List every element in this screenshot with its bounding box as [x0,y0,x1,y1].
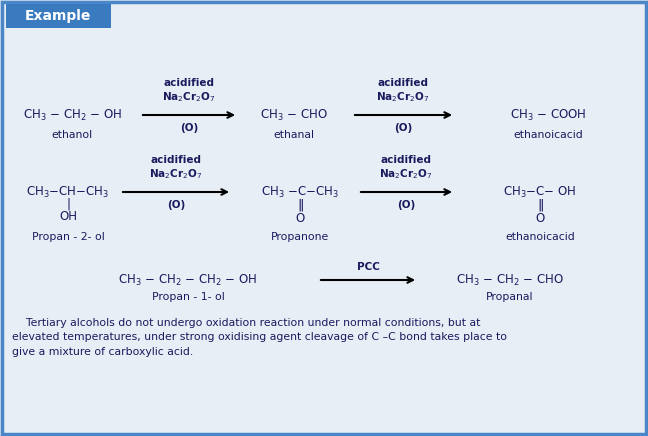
Text: acidified
Na$_2$Cr$_2$O$_7$: acidified Na$_2$Cr$_2$O$_7$ [379,155,433,181]
Text: ethanoicacid: ethanoicacid [505,232,575,242]
Text: acidified
Na$_2$Cr$_2$O$_7$: acidified Na$_2$Cr$_2$O$_7$ [376,78,430,104]
Text: O: O [535,211,544,225]
Text: acidified
Na$_2$Cr$_2$O$_7$: acidified Na$_2$Cr$_2$O$_7$ [149,155,203,181]
Text: Propanone: Propanone [271,232,329,242]
Text: PCC: PCC [356,262,380,272]
Text: CH$_3$ $-$ CH$_2$ $-$ CHO: CH$_3$ $-$ CH$_2$ $-$ CHO [456,272,564,288]
Text: Propan - 2- ol: Propan - 2- ol [32,232,104,242]
Text: Example: Example [25,9,91,23]
Text: CH$_3$ $-$ COOH: CH$_3$ $-$ COOH [510,107,586,123]
Text: ethanol: ethanol [51,130,93,140]
Text: Tertiary alcohols do not undergo oxidation reaction under normal conditions, but: Tertiary alcohols do not undergo oxidati… [12,318,507,357]
Text: OH: OH [59,210,77,222]
Text: CH$_3$ $-$ CHO: CH$_3$ $-$ CHO [260,107,328,123]
Text: CH$_3$$-$CH$-$CH$_3$: CH$_3$$-$CH$-$CH$_3$ [27,184,110,200]
Text: CH$_3$ $-$ CH$_2$ $-$ CH$_2$ $-$ OH: CH$_3$ $-$ CH$_2$ $-$ CH$_2$ $-$ OH [119,272,257,288]
Text: (O): (O) [397,200,415,210]
Text: $\|$: $\|$ [297,197,303,213]
Text: $\|$: $\|$ [537,197,544,213]
Text: $|$: $|$ [65,196,70,212]
Text: ethanal: ethanal [273,130,314,140]
Text: Propanal: Propanal [486,292,534,302]
Text: CH$_3$ $-$C$-$CH$_3$: CH$_3$ $-$C$-$CH$_3$ [261,184,339,200]
Text: Propan - 1- ol: Propan - 1- ol [152,292,224,302]
Text: CH$_3$ $-$ CH$_2$ $-$ OH: CH$_3$ $-$ CH$_2$ $-$ OH [23,107,121,123]
Text: acidified
Na$_2$Cr$_2$O$_7$: acidified Na$_2$Cr$_2$O$_7$ [162,78,216,104]
Text: (O): (O) [167,200,185,210]
Text: (O): (O) [394,123,412,133]
Text: CH$_3$$-$C$-$ OH: CH$_3$$-$C$-$ OH [503,184,577,200]
Text: ethanoicacid: ethanoicacid [513,130,583,140]
Text: O: O [295,211,305,225]
Text: (O): (O) [180,123,198,133]
FancyBboxPatch shape [6,4,111,28]
